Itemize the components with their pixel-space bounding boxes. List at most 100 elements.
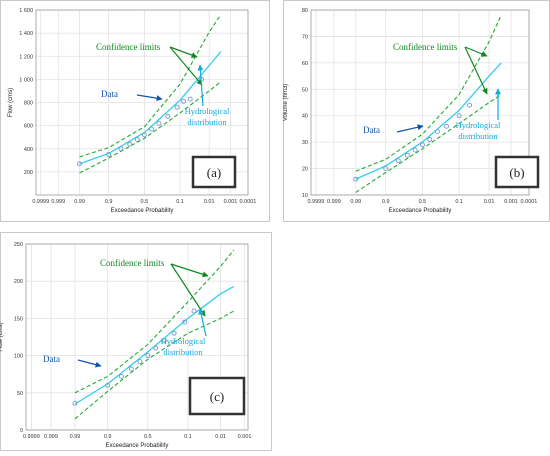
data-point: [118, 373, 124, 379]
confidence-arrow: [464, 46, 488, 95]
data-point: [106, 152, 112, 157]
x-tick-label: 0.001: [238, 434, 252, 440]
panel-label-box: [191, 155, 237, 189]
hydrological-arrow: [198, 308, 207, 337]
observed-data-points: [353, 102, 473, 182]
y-tick-label: 70: [302, 34, 308, 40]
chart-a-plot-area: [35, 9, 249, 196]
x-tick-label: 0.5: [419, 199, 427, 205]
y-tick-label: 200: [24, 170, 33, 176]
y-tick-label: 1 400: [19, 31, 33, 37]
x-tick-label: 0.99: [70, 434, 81, 440]
x-axis-label: Exceedance Probability: [111, 208, 174, 214]
y-tick-label: 150: [14, 316, 23, 322]
data-point: [435, 129, 440, 135]
y-tick-label: 50: [17, 391, 23, 397]
data-point: [174, 104, 180, 110]
observed-data-points: [72, 308, 197, 406]
confidence-limits-label: Confidence limits: [100, 258, 165, 268]
y-tick-label: 1 200: [19, 54, 33, 60]
data-point: [141, 132, 147, 138]
data-arrow: [77, 359, 102, 368]
panel-label-box: [188, 376, 246, 416]
fitted-distribution-line: [74, 285, 235, 405]
data-point: [404, 152, 410, 158]
lower-confidence-line: [79, 81, 222, 174]
x-tick-label: 0.1: [184, 434, 192, 440]
data-point: [148, 126, 154, 132]
x-tick-label: 0.9: [104, 434, 112, 440]
x-tick-label: 0.1: [176, 199, 184, 205]
data-point: [171, 330, 177, 336]
data-point: [127, 141, 133, 147]
chart-panel-b: 0.9999 0.999 0.99 0.9 0.5 0.1 0.01 0.001 0.0001 1…: [283, 0, 550, 222]
data-point: [118, 146, 124, 152]
y-tick-label: 0: [20, 428, 23, 434]
fitted-distribution-line: [355, 62, 502, 180]
x-tick-label: 0.999: [44, 434, 58, 440]
data-point: [128, 366, 134, 372]
data-point: [145, 353, 151, 359]
panel-label-box: [494, 155, 540, 189]
chart-a-svg: 0.9999 0.999 0.99 0.9 0.5 0.1 0.01 0.001 0.0001 2…: [0, 0, 270, 222]
y-tick-label: 250: [14, 242, 23, 248]
data-point: [72, 400, 78, 406]
confidence-arrow: [169, 46, 198, 58]
data-point: [191, 308, 197, 314]
y-tick-label: 400: [24, 147, 33, 153]
chart-b-plot-area: [310, 9, 530, 196]
data-point: [419, 142, 425, 148]
x-tick-label: 0.001: [504, 199, 518, 205]
y-tick-label: 60: [302, 61, 308, 67]
distribution-label: distribution: [458, 131, 498, 141]
data-point: [467, 102, 473, 108]
distribution-label: distribution: [163, 347, 203, 357]
data-point: [165, 113, 171, 119]
data-point: [77, 161, 83, 167]
x-tick-label: 0.1: [455, 199, 463, 205]
y-tick-label: 600: [24, 124, 33, 130]
confidence-arrow: [170, 263, 209, 278]
x-tick-label: 0.9999: [32, 199, 49, 205]
x-tick-label: 0.0001: [240, 199, 257, 205]
data-point: [153, 345, 159, 351]
data-point: [353, 176, 359, 182]
data-point: [156, 120, 162, 126]
data-point: [187, 96, 193, 102]
panel-label: (c): [210, 389, 224, 404]
y-axis-label: Flow (cms): [0, 322, 4, 351]
data-point: [383, 166, 389, 172]
x-tick-label: 0.999: [327, 199, 341, 205]
data-point: [412, 147, 418, 153]
y-tick-label: 1 000: [19, 77, 33, 83]
data-point: [105, 382, 111, 388]
confidence-limits-label: Confidence limits: [96, 42, 161, 52]
panel-label: (b): [509, 165, 524, 180]
chart-b-frame: [283, 0, 550, 222]
confidence-arrow: [169, 46, 203, 86]
confidence-arrow: [170, 263, 206, 317]
y-tick-label: 100: [14, 354, 23, 360]
data-point: [444, 123, 449, 129]
hydrological-label: Hydrological: [161, 336, 206, 346]
x-tick-label: 0.0001: [521, 199, 538, 205]
x-tick-label: 0.5: [141, 199, 149, 205]
x-axis-label: Exceedance Probability: [389, 208, 452, 214]
data-label: Data: [101, 89, 118, 99]
upper-confidence-line: [74, 249, 235, 394]
data-point: [182, 319, 188, 325]
x-tick-label: 0.01: [484, 199, 495, 205]
y-axis-label: Volume (hm3): [283, 84, 289, 121]
y-tick-label: 40: [302, 114, 308, 120]
y-tick-label: 10: [302, 193, 308, 199]
x-axis-label: Exceedance Probability: [106, 443, 169, 449]
x-tick-label: 0.9: [382, 199, 390, 205]
data-point: [161, 338, 167, 344]
data-point: [181, 98, 186, 104]
upper-confidence-line: [355, 15, 502, 172]
y-axis-label: Flow (cms): [8, 88, 14, 117]
data-point: [395, 158, 401, 164]
x-tick-label: 0.99: [74, 199, 85, 205]
chart-panel-a: 0.9999 0.999 0.99 0.9 0.5 0.1 0.01 0.001 0.0001 2…: [0, 0, 270, 222]
lower-confidence-line: [355, 94, 502, 193]
